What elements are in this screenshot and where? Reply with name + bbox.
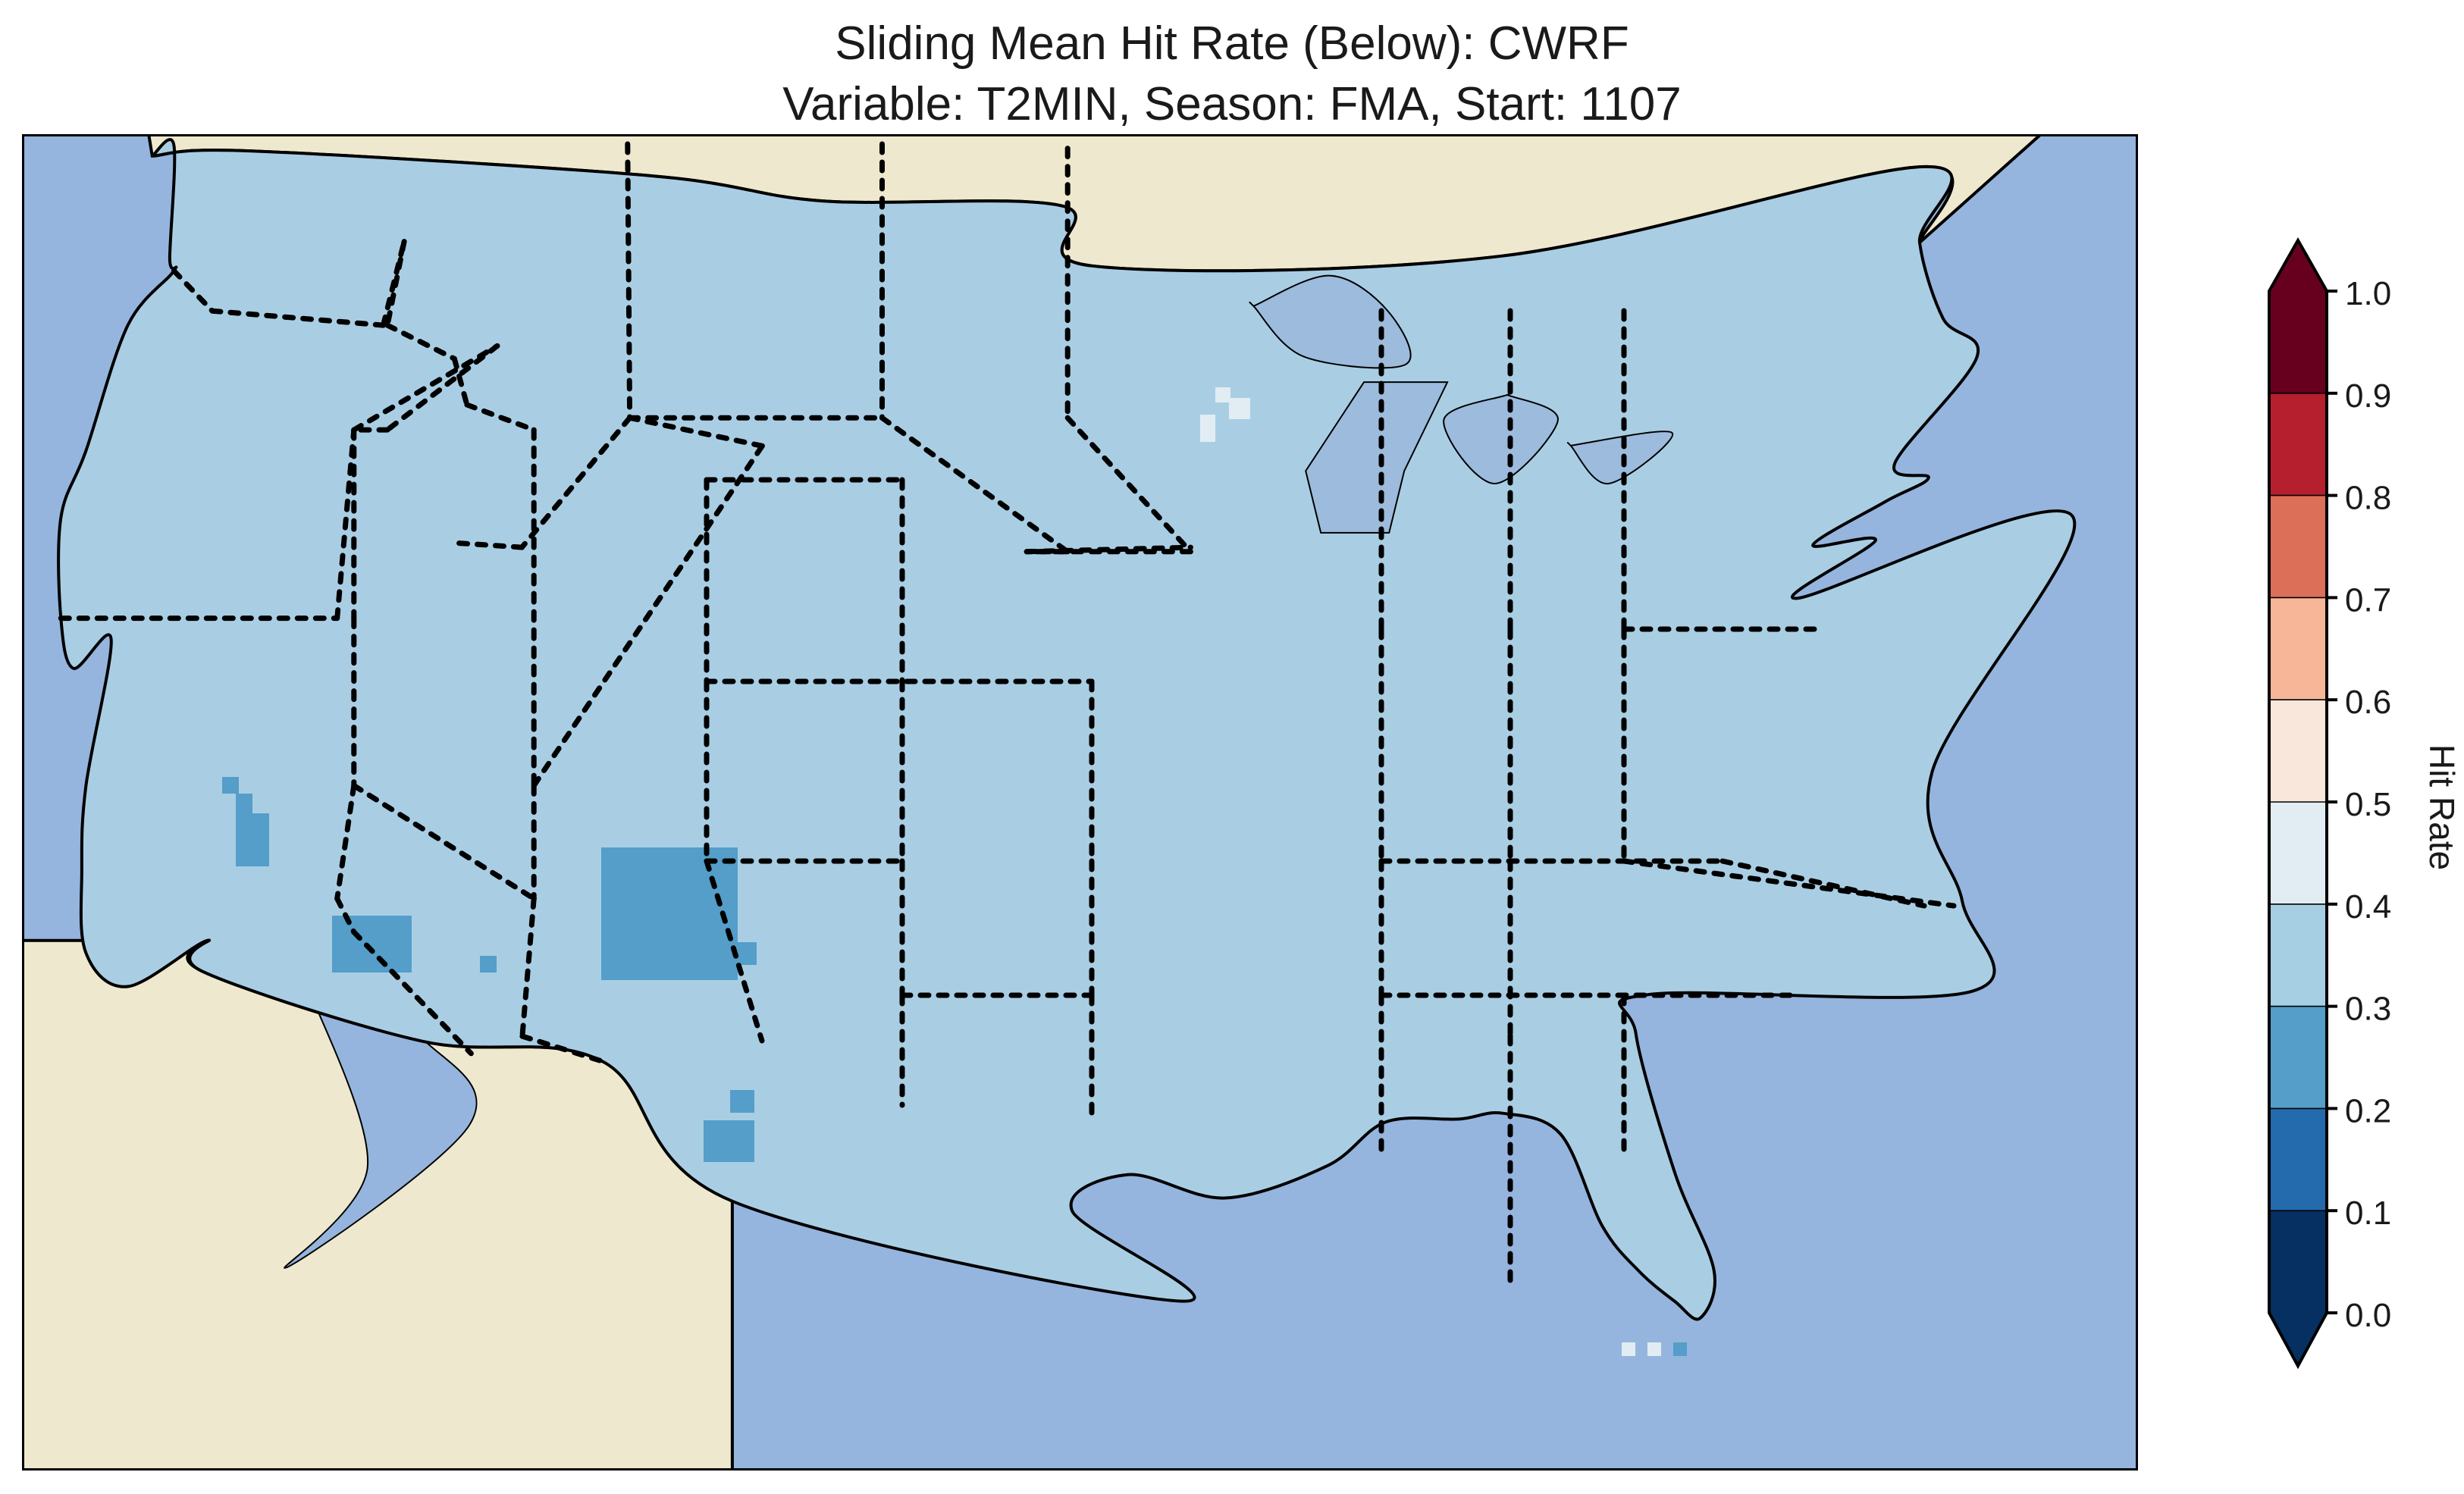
svg-text:Hit Rate: Hit Rate bbox=[2422, 744, 2462, 870]
svg-text:0.0: 0.0 bbox=[2345, 1297, 2391, 1334]
svg-text:0.1: 0.1 bbox=[2345, 1195, 2391, 1232]
svg-text:0.9: 0.9 bbox=[2345, 377, 2391, 415]
svg-text:0.6: 0.6 bbox=[2345, 684, 2391, 721]
svg-text:0.2: 0.2 bbox=[2345, 1092, 2391, 1129]
svg-text:0.3: 0.3 bbox=[2345, 991, 2391, 1028]
svg-text:0.7: 0.7 bbox=[2345, 581, 2391, 619]
svg-text:0.8: 0.8 bbox=[2345, 480, 2391, 517]
svg-text:0.4: 0.4 bbox=[2345, 888, 2391, 926]
svg-text:0.5: 0.5 bbox=[2345, 786, 2391, 823]
svg-text:1.0: 1.0 bbox=[2345, 275, 2391, 312]
